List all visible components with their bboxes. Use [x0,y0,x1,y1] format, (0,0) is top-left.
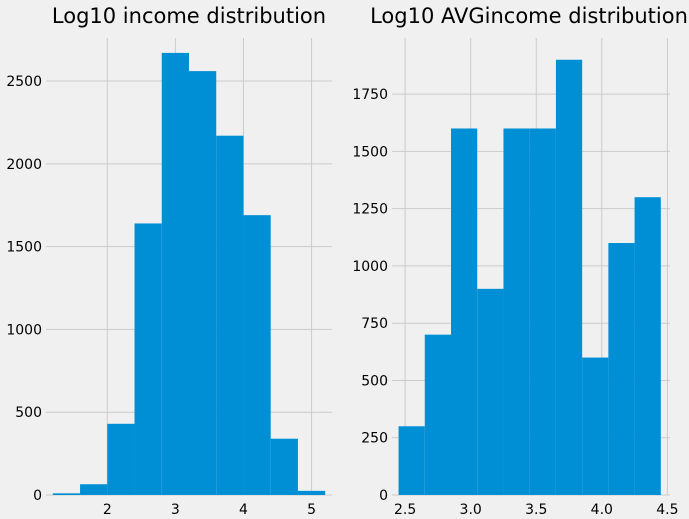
x-tick-label: 4 [239,502,248,518]
x-tick-label: 4.5 [656,502,678,518]
y-tick-label: 500 [15,405,42,421]
histogram-bar [80,484,108,495]
y-tick-label: 1500 [352,144,388,160]
x-tick-label: 3 [171,502,180,518]
x-tick-label: 5 [307,502,316,518]
histogram-bar [608,243,635,495]
histogram-bar [161,52,189,496]
y-tick-label: 0 [33,488,42,504]
histogram-bar [424,334,452,495]
histogram-bar [398,426,425,495]
y-tick-label: 1000 [352,259,388,275]
x-tick-label: 2 [103,502,112,518]
histogram-bar [270,438,298,495]
x-tick-label: 4.0 [591,502,613,518]
histogram-bar [529,128,556,495]
y-tick-label: 0 [379,488,388,504]
histogram-bar [555,59,583,496]
histogram-bar [477,288,504,495]
histogram-bar [189,71,217,496]
y-tick-label: 250 [361,431,388,447]
histogram-bar [503,128,530,495]
avgincome-histogram: 0 250 500 750 1000 1250 1500 1750 2.5 3.0 3.5 4.0 4.… [352,4,688,518]
y-tick-label: 1750 [352,87,388,103]
chart-title: Log10 AVGincome distribution [370,4,688,28]
histogram-bar [297,490,326,495]
y-tick-label: 1500 [6,240,42,256]
histogram-bar [243,215,271,495]
histogram-bar [451,128,478,495]
y-tick-label: 500 [361,373,388,389]
histogram-bar [52,493,81,495]
histogram-bar [134,223,162,495]
y-tick-label: 1250 [352,202,388,218]
y-tick-label: 750 [361,316,388,332]
income-histogram: 0 500 1000 1500 2000 2500 2 3 4 5 Log10 income dis… [6,4,332,518]
histogram-bar [216,135,244,496]
y-tick-label: 2500 [6,74,42,90]
histogram-bar [582,357,609,495]
x-tick-label: 3.5 [525,502,547,518]
y-tick-label: 2000 [6,157,42,173]
chart-title: Log10 income distribution [52,4,326,28]
x-tick-label: 3.0 [460,502,482,518]
histogram-bar [107,423,135,495]
y-tick-label: 1000 [6,322,42,338]
histogram-bar [634,197,661,496]
x-tick-label: 2.5 [394,502,416,518]
